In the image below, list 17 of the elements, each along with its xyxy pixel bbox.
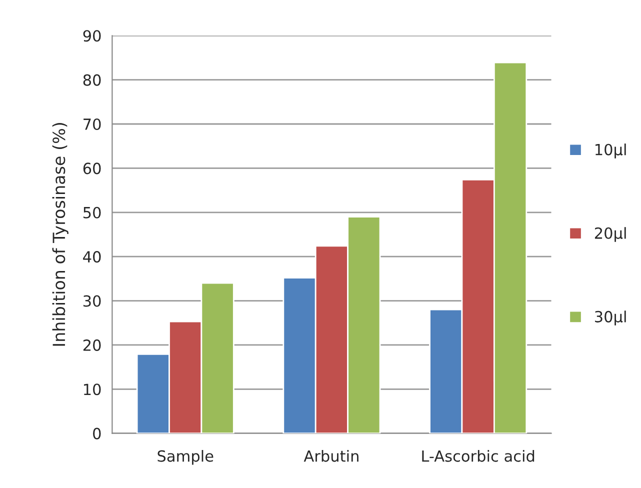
y-tick-label: 70 — [84, 118, 101, 130]
x-tick-label: L-Ascorbic acid — [422, 450, 534, 462]
y-tick-label: 30 — [83, 295, 101, 307]
y-tick-label: 10 — [84, 384, 101, 396]
y-tick-label: 40 — [83, 251, 101, 263]
legend-label: 10μl — [596, 144, 626, 158]
y-tick-label: 50 — [83, 206, 101, 218]
y-tick-label: 20 — [83, 339, 101, 351]
x-tick-label: Arbutin — [304, 450, 358, 462]
legend-label: 20μl — [594, 227, 626, 242]
legend-label: 30μl — [595, 310, 626, 326]
y-axis-title: Inhibition of Tyrosinase (%) — [52, 123, 68, 346]
x-tick-label: Sample — [158, 450, 214, 465]
y-tick-label: 80 — [83, 74, 101, 86]
y-tick-label: 60 — [83, 162, 101, 174]
y-tick-label: 0 — [93, 428, 101, 440]
y-tick-label: 90 — [83, 30, 101, 42]
